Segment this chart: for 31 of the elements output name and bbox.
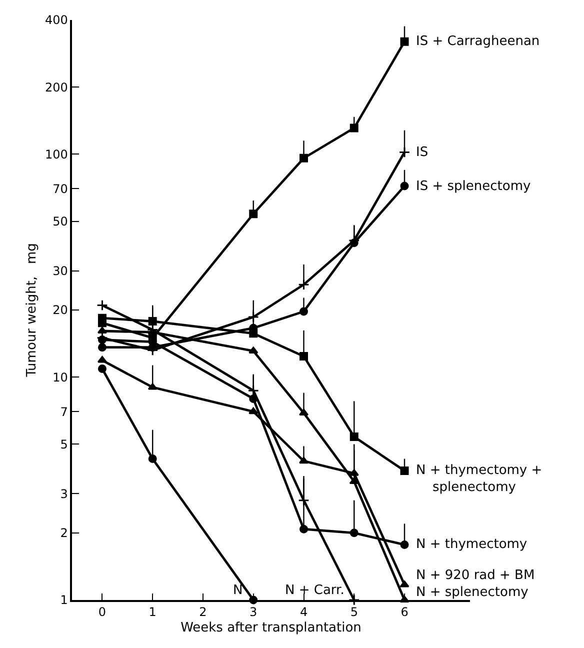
y-tick-label: 2 — [60, 526, 68, 540]
series-label: N + 920 rad + BM — [416, 568, 535, 583]
legend-label: IS + Carragheenan — [416, 34, 540, 49]
y-tick-label: 50 — [52, 214, 68, 228]
x-tick-label: 3 — [250, 605, 258, 620]
series-label: N — [233, 583, 243, 598]
x-tick-label: 6 — [400, 605, 408, 620]
legend-label: N + thymectomy + splenectomy — [416, 463, 542, 495]
y-tick-label: 400 — [44, 13, 68, 28]
x-tick-label: 4 — [300, 605, 308, 620]
y-tick-label: 20 — [52, 303, 68, 318]
y-tick-label: 10 — [52, 370, 68, 384]
legend-label: IS + splenectomy — [416, 179, 531, 194]
x-tick-label: 1 — [148, 605, 156, 620]
y-tick-label: 7 — [60, 404, 68, 419]
x-tick-label: 5 — [350, 605, 358, 620]
y-tick-label: 200 — [44, 80, 68, 94]
y-tick-label: 5 — [60, 437, 68, 452]
legend-label: IS — [416, 145, 428, 160]
x-tick-label: 0 — [98, 605, 106, 620]
x-tick-label: 2 — [199, 605, 207, 620]
y-tick-label: 100 — [44, 147, 68, 162]
y-tick-label: 3 — [60, 486, 68, 501]
y-tick-label: 1 — [60, 593, 68, 608]
y-axis-title: Tumour weight, mg — [24, 243, 40, 378]
y-tick-label: 30 — [52, 264, 68, 278]
y-tick-label: 70 — [52, 182, 68, 196]
x-axis-title: Weeks after transplantation — [180, 620, 362, 636]
series-label: N + splenectomy — [416, 585, 529, 600]
legend-label: N + thymectomy — [416, 537, 528, 552]
series-label: N + Carr. — [285, 583, 344, 598]
